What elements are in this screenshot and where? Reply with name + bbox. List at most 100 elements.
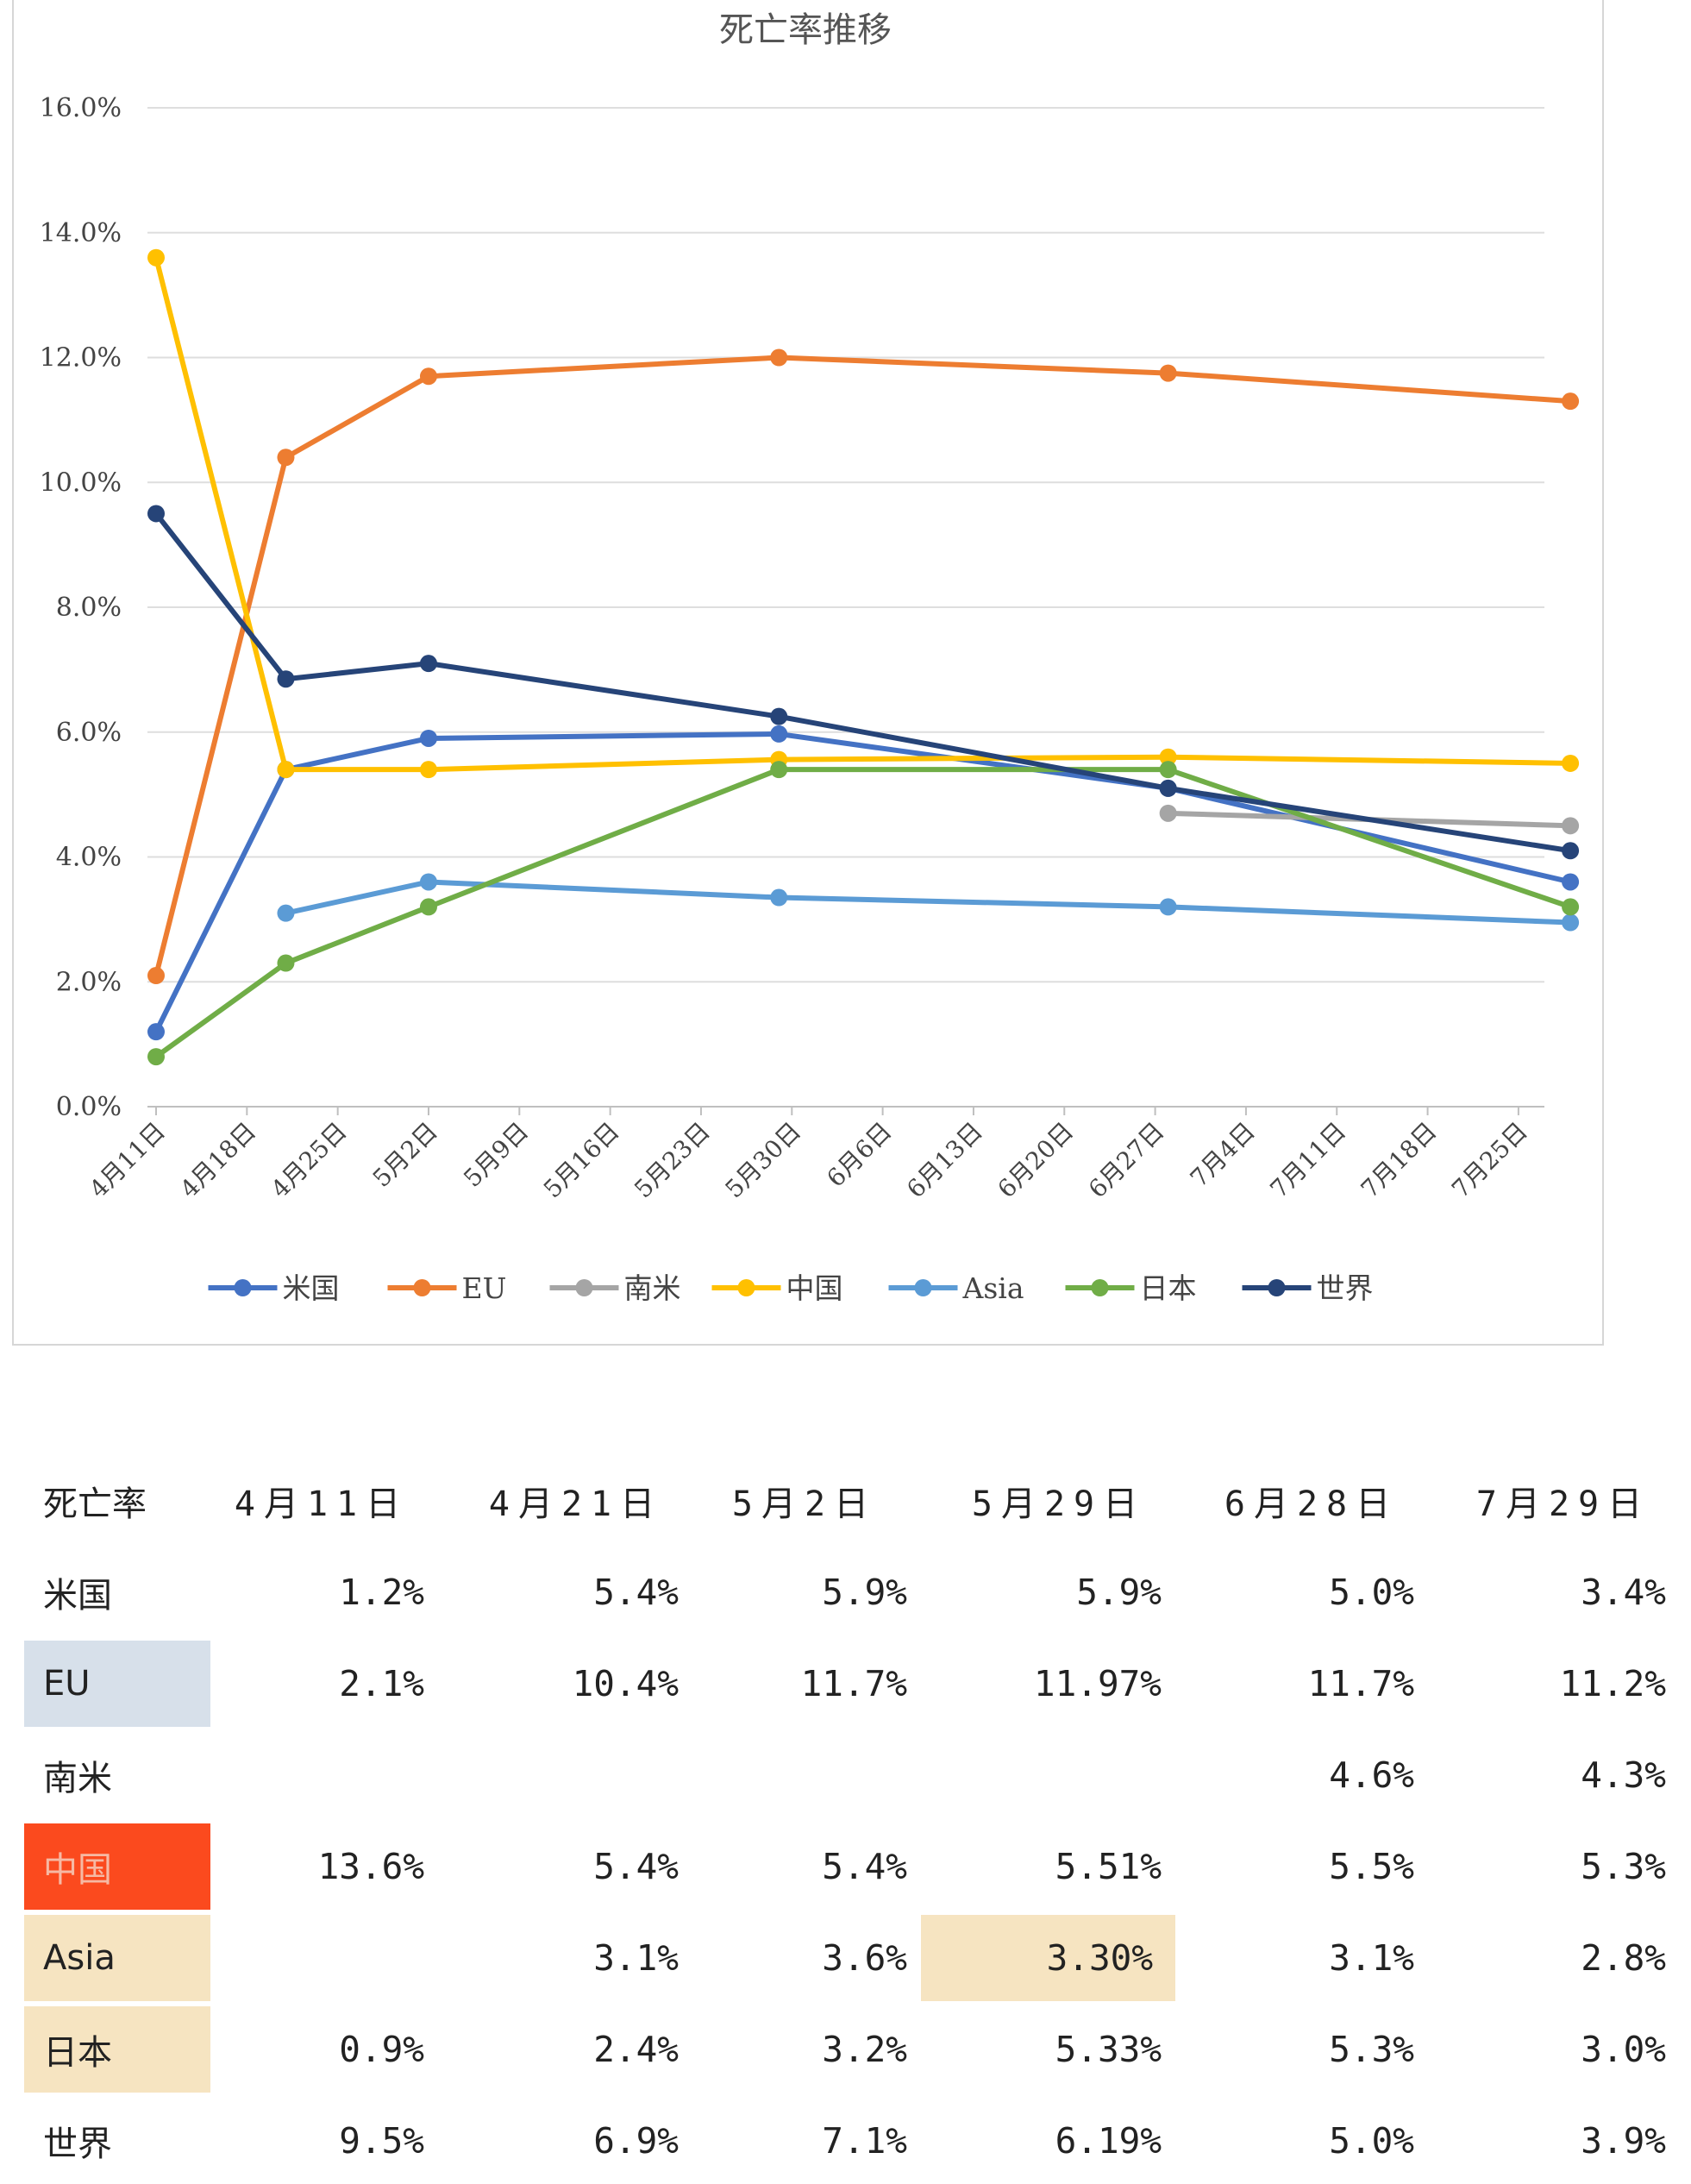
data-point [419,898,437,916]
data-point [770,761,788,779]
data-point [770,348,788,367]
series-世界 [147,505,1580,860]
data-point [1562,873,1580,891]
table-cell: 3.30% [921,1915,1175,2001]
table-header-cell: 6月28日 [1224,1484,1400,1524]
table-row: EU 2.1% 10.4% 11.7% 11.97% 11.7% 11.2% [16,1641,1688,1727]
x-tick-label: 4月11日 [84,1117,171,1204]
line-chart: 死亡率推移 16.0% 14.0% 12.0% 10.0% 8.0% 6.0% 4.0% 2.… [40,10,1580,1305]
x-tick-label: 7月11日 [1264,1117,1351,1204]
legend-label: EU [462,1271,507,1305]
legend-marker [575,1279,593,1296]
table-row: 中国 13.6% 5.4% 5.4% 5.51% 5.5% 5.3% [16,1823,1688,1910]
table-cell: 5.4% [822,1846,907,1887]
table-header-cell: 4月11日 [234,1484,410,1524]
table-cell: 3.0% [1581,2029,1666,2070]
series-EU [147,348,1580,985]
table-cell: 4.6% [1329,1754,1414,1796]
legend-marker [1091,1279,1109,1296]
legend-item: 南米 [549,1271,681,1305]
table-cell: 5.9% [822,1572,907,1613]
table-header-cell: 7月29日 [1475,1484,1651,1524]
legend-label: 中国 [786,1271,843,1305]
y-tick-label: 14.0% [40,218,122,248]
data-point [1159,804,1177,822]
series-中国 [147,248,1580,779]
table-row: 米国 1.2% 5.4% 5.9% 5.9% 5.0% 3.4% [16,1549,1688,1635]
row-label: 中国 [24,1823,210,1910]
y-tick-label: 12.0% [40,343,122,373]
series-line [153,355,1571,976]
table-cell: 5.9% [1076,1572,1162,1613]
data-point [1159,779,1177,797]
legend-label: 米国 [283,1271,340,1305]
table-cell: 5.51% [1055,1846,1162,1887]
data-point [147,967,165,985]
legend-marker [234,1279,252,1296]
table-cell [951,1732,1167,1818]
table-cell: 3.1% [593,1937,679,1979]
series-米国 [147,725,1580,1041]
table-header-cell: 5月29日 [971,1484,1147,1524]
table-cell: 5.4% [593,1846,679,1887]
table-header-cell: 5月2日 [731,1484,878,1524]
series-line [153,511,1571,854]
chart-title: 死亡率推移 [719,10,892,50]
data-point [1159,364,1177,382]
legend-marker [737,1279,755,1296]
table-cell [697,1732,912,1818]
legend: 米国 EU 南米 中国 Asia 日本 世界 [208,1271,1374,1305]
table-cell: 6.19% [1055,2120,1162,2162]
table-cell: 5.0% [1329,1572,1414,1613]
table-cell: 3.2% [822,2029,907,2070]
data-point [277,670,295,688]
x-tick-label: 5月23日 [629,1117,716,1204]
data-point [419,367,437,386]
table-cell: 0.9% [339,2029,424,2070]
x-tick-label: 6月27日 [1083,1117,1170,1204]
legend-label: 南米 [624,1271,681,1305]
data-point [1159,761,1177,779]
table-cell: 11.7% [800,1663,907,1704]
row-label: 日本 [24,2006,210,2093]
table-row: 日本 0.9% 2.4% 3.2% 5.33% 5.3% 3.0% [16,2006,1688,2093]
data-point [419,729,437,747]
y-axis: 16.0% 14.0% 12.0% 10.0% 8.0% 6.0% 4.0% 2.0% 0.0% [40,93,122,1122]
series-lines [147,248,1580,1066]
series-line [153,256,1571,773]
series-Asia [277,873,1580,932]
data-point [419,873,437,891]
table-cell: 11.97% [1033,1663,1162,1704]
data-point [277,904,295,922]
data-point [1562,842,1580,860]
data-point [147,505,165,523]
x-tick-label: 6月13日 [901,1117,988,1204]
table-cell: 3.1% [1329,1937,1414,1979]
table-cell: 11.2% [1559,1663,1666,1704]
table-cell: 11.7% [1307,1663,1414,1704]
x-tick-label: 7月4日 [1185,1117,1261,1193]
y-tick-label: 2.0% [56,967,122,997]
series-line [153,731,1571,1033]
data-point [277,761,295,779]
table-row: 南米 4.6% 4.3% [16,1732,1688,1818]
data-point [1562,913,1580,932]
row-label: EU [24,1641,210,1727]
table-cell: 3.4% [1581,1572,1666,1613]
table-corner-label: 死亡率 [43,1484,147,1524]
x-tick-label: 5月2日 [367,1117,443,1193]
data-point [277,449,295,467]
data-point [147,1048,165,1066]
data-point [147,1023,165,1041]
legend-item: 米国 [208,1271,340,1305]
y-tick-label: 0.0% [56,1092,122,1122]
row-label: 南米 [43,1759,112,1798]
legend-label: 世界 [1317,1271,1374,1305]
data-point [277,954,295,972]
x-tick-label: 7月18日 [1356,1117,1443,1204]
y-tick-label: 8.0% [56,593,122,623]
data-point [1562,817,1580,835]
table-cell: 10.4% [572,1663,679,1704]
data-point [147,248,165,267]
x-tick-label: 5月30日 [720,1117,807,1204]
